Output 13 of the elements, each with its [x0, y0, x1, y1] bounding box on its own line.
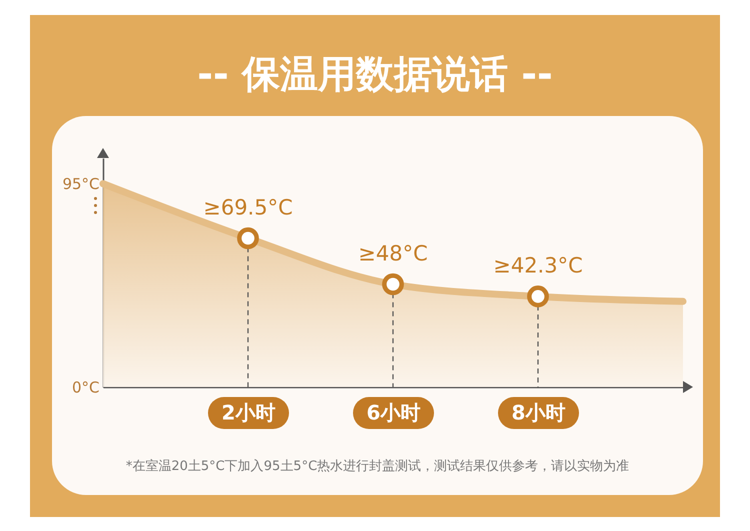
x-tick-label: 8小时: [512, 400, 566, 424]
y-tick-label: 95°C: [62, 175, 100, 194]
x-tick-label: 2小时: [222, 400, 276, 424]
point: [237, 227, 259, 250]
x-tick-label: 6小时: [366, 400, 420, 424]
point: [382, 273, 404, 296]
text: *在室温20土5°C下加入95土5°C热水进行封盖测试，测试结果仅供参考，请以实物为准: [124, 458, 630, 475]
point: [527, 286, 549, 308]
data-label: ≥48°C: [358, 241, 428, 266]
data-label: ≥42.3°C: [493, 253, 583, 278]
data-label: ≥69.5°C: [203, 195, 293, 220]
chart-title: -- 保温用数据说话 --: [196, 51, 554, 98]
y-tick-label: 0°C: [72, 378, 100, 396]
